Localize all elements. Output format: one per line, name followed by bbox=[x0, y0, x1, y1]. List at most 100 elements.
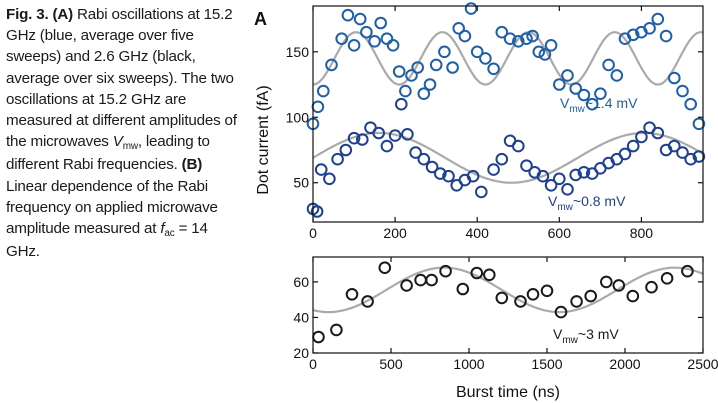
data-point-0-0-18 bbox=[423, 78, 437, 91]
data-point-0-0-17 bbox=[417, 87, 431, 100]
caption-f-subscript: ac bbox=[164, 228, 175, 240]
y-tick-label-1-0: 20 bbox=[293, 345, 309, 361]
data-point-0-0-52 bbox=[684, 97, 698, 111]
x-tick-label-0-4: 800 bbox=[630, 225, 654, 241]
y-axis-label: Dot current (fA) bbox=[255, 85, 272, 194]
data-point-0-0-22 bbox=[452, 22, 466, 35]
data-point-0-0-1 bbox=[311, 100, 325, 114]
data-point-0-0-51 bbox=[676, 84, 689, 98]
data-point-0-0-34 bbox=[538, 48, 552, 61]
data-point-0-0-19 bbox=[429, 58, 443, 72]
data-point-1-0-2 bbox=[345, 288, 359, 301]
data-point-0-0-5 bbox=[341, 8, 355, 22]
data-point-0-0-26 bbox=[479, 52, 492, 65]
data-point-0-1-43 bbox=[651, 126, 665, 140]
data-point-1-0-0 bbox=[312, 330, 325, 344]
data-point-1-0-17 bbox=[570, 295, 583, 308]
data-point-0-0-48 bbox=[651, 12, 665, 26]
data-point-0-1-48 bbox=[692, 150, 706, 163]
data-point-0-1-7 bbox=[356, 133, 369, 146]
data-point-0-0-7 bbox=[353, 12, 367, 26]
caption-part-a-label: (A) bbox=[52, 6, 74, 23]
data-point-0-0-31 bbox=[520, 32, 533, 46]
data-point-0-0-35 bbox=[544, 39, 558, 52]
data-point-0-0-4 bbox=[335, 32, 349, 46]
data-point-0-0-37 bbox=[561, 69, 574, 82]
data-point-0-1-32 bbox=[561, 183, 574, 196]
y-tick-label-0-1: 100 bbox=[286, 109, 310, 125]
data-point-0-0-50 bbox=[668, 71, 681, 85]
data-point-1-0-19 bbox=[600, 275, 613, 289]
data-point-1-0-7 bbox=[425, 273, 438, 287]
data-point-1-0-6 bbox=[414, 273, 427, 287]
y-tick-label-1-2: 60 bbox=[293, 274, 309, 290]
data-point-0-1-9 bbox=[372, 126, 386, 140]
data-point-0-1-34 bbox=[577, 166, 591, 179]
x-axis-label: Burst time (ns) bbox=[456, 384, 560, 401]
data-point-0-1-40 bbox=[626, 139, 640, 153]
data-point-0-0-11 bbox=[380, 32, 394, 46]
data-point-0-0-42 bbox=[602, 58, 615, 72]
series-annotation-0-1: Vmw~0.8 mV bbox=[548, 193, 626, 213]
data-point-0-0-36 bbox=[553, 78, 566, 91]
data-point-1-0-8 bbox=[439, 264, 452, 278]
data-point-0-0-10 bbox=[374, 16, 388, 30]
data-point-0-0-33 bbox=[532, 45, 546, 59]
caption-text-4: = 14 GHz. bbox=[6, 220, 208, 261]
data-point-0-0-49 bbox=[659, 29, 673, 43]
data-point-0-1-33 bbox=[569, 168, 583, 182]
x-tick-label-1-1: 500 bbox=[379, 356, 403, 372]
data-point-1-0-5 bbox=[400, 279, 413, 292]
data-point-0-1-45 bbox=[668, 139, 681, 153]
data-point-0-1-46 bbox=[676, 146, 689, 159]
data-point-0-1-26 bbox=[512, 139, 525, 153]
data-point-1-0-1 bbox=[330, 323, 343, 337]
x-tick-label-1-3: 1500 bbox=[531, 356, 562, 372]
data-point-0-0-40 bbox=[585, 97, 599, 111]
data-point-0-0-23 bbox=[458, 29, 472, 43]
fit-curve-1-0 bbox=[312, 266, 704, 314]
data-point-1-0-20 bbox=[612, 279, 626, 292]
x-tick-label-1-4: 2000 bbox=[609, 356, 640, 372]
x-tick-label-1-0: 0 bbox=[309, 356, 317, 372]
caption-text-2: , leading to different Rabi frequencies. bbox=[6, 133, 210, 174]
data-point-0-1-27 bbox=[520, 159, 533, 172]
y-tick-label-1-1: 40 bbox=[293, 309, 309, 325]
data-point-1-0-16 bbox=[554, 305, 568, 319]
data-point-0-1-3 bbox=[323, 172, 336, 186]
x-tick-label-1-5: 2500 bbox=[687, 356, 718, 372]
data-point-0-0-47 bbox=[643, 22, 656, 35]
data-point-0-0-25 bbox=[470, 45, 484, 59]
data-point-0-0-3 bbox=[325, 58, 338, 72]
caption-text-1: Rabi oscillations at 15.2 GHz (blue, ave… bbox=[6, 6, 237, 151]
caption-v-symbol: V bbox=[112, 133, 123, 151]
data-point-0-1-41 bbox=[635, 130, 648, 144]
data-point-0-0-53 bbox=[692, 117, 706, 131]
y-tick-label-0-0: 50 bbox=[293, 175, 309, 191]
data-point-0-1-30 bbox=[544, 179, 558, 192]
data-point-1-0-3 bbox=[361, 295, 374, 308]
data-point-0-1-22 bbox=[475, 185, 488, 199]
panel-label-a: A bbox=[254, 9, 267, 29]
x-tick-label-0-2: 400 bbox=[466, 225, 490, 241]
data-point-0-0-2 bbox=[317, 84, 330, 98]
data-point-0-0-14 bbox=[399, 84, 412, 98]
data-point-0-1-47 bbox=[684, 152, 698, 166]
data-point-1-0-10 bbox=[470, 266, 484, 280]
data-point-0-1-18 bbox=[442, 169, 455, 183]
data-point-0-1-14 bbox=[409, 146, 422, 159]
data-point-1-0-21 bbox=[626, 289, 640, 303]
data-point-1-0-4 bbox=[378, 261, 392, 275]
plot-frame-1 bbox=[312, 256, 704, 354]
data-point-0-0-39 bbox=[577, 88, 591, 102]
figure-caption: Fig. 3. (A) Rabi oscillations at 15.2 GH… bbox=[6, 4, 238, 262]
data-point-0-1-17 bbox=[434, 167, 447, 180]
x-tick-label-0-1: 200 bbox=[383, 225, 407, 241]
data-point-0-0-29 bbox=[503, 32, 517, 46]
chart-a-upper: Vmw~1.4 mV Vmw~0.8 mV 0 200 400 600 800 50 100 15… bbox=[286, 2, 706, 241]
data-point-0-0-24 bbox=[464, 2, 478, 15]
data-point-1-0-24 bbox=[681, 264, 694, 278]
data-point-0-1-12 bbox=[395, 97, 408, 111]
data-point-0-0-6 bbox=[347, 39, 361, 52]
